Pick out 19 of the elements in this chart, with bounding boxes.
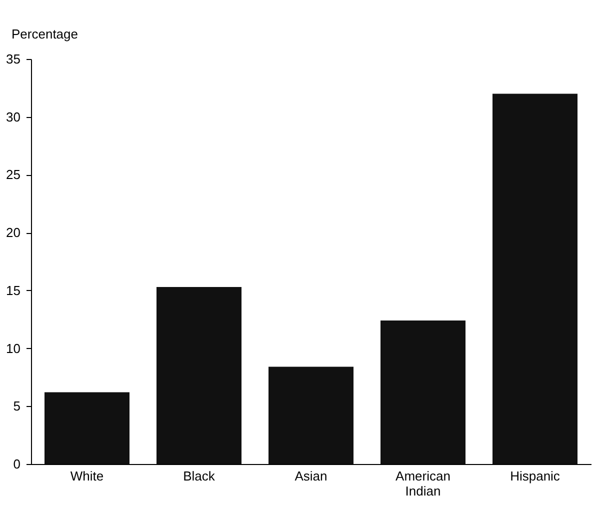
x-tick-label: Hispanic — [510, 468, 560, 484]
x-tick-label: White — [70, 468, 104, 484]
y-tick-label: 5 — [13, 398, 20, 414]
bar — [380, 320, 466, 464]
y-axis-title: Percentage — [12, 26, 78, 42]
bar — [44, 392, 130, 464]
bar — [156, 286, 242, 464]
y-tick-label: 25 — [6, 167, 20, 182]
y-tick-label: 20 — [6, 225, 20, 240]
y-tick-label: 10 — [6, 340, 20, 356]
y-tick-label: 15 — [6, 282, 20, 298]
bar — [492, 94, 578, 464]
y-tick-label: 0 — [13, 456, 20, 472]
x-tick-label: Asian — [294, 468, 328, 484]
y-tick-label: 35 — [6, 52, 20, 66]
x-tick-label: Black — [183, 468, 216, 484]
bar — [268, 366, 354, 464]
x-tick-label: American Indian — [396, 468, 450, 498]
y-tick-label: 30 — [6, 109, 20, 124]
